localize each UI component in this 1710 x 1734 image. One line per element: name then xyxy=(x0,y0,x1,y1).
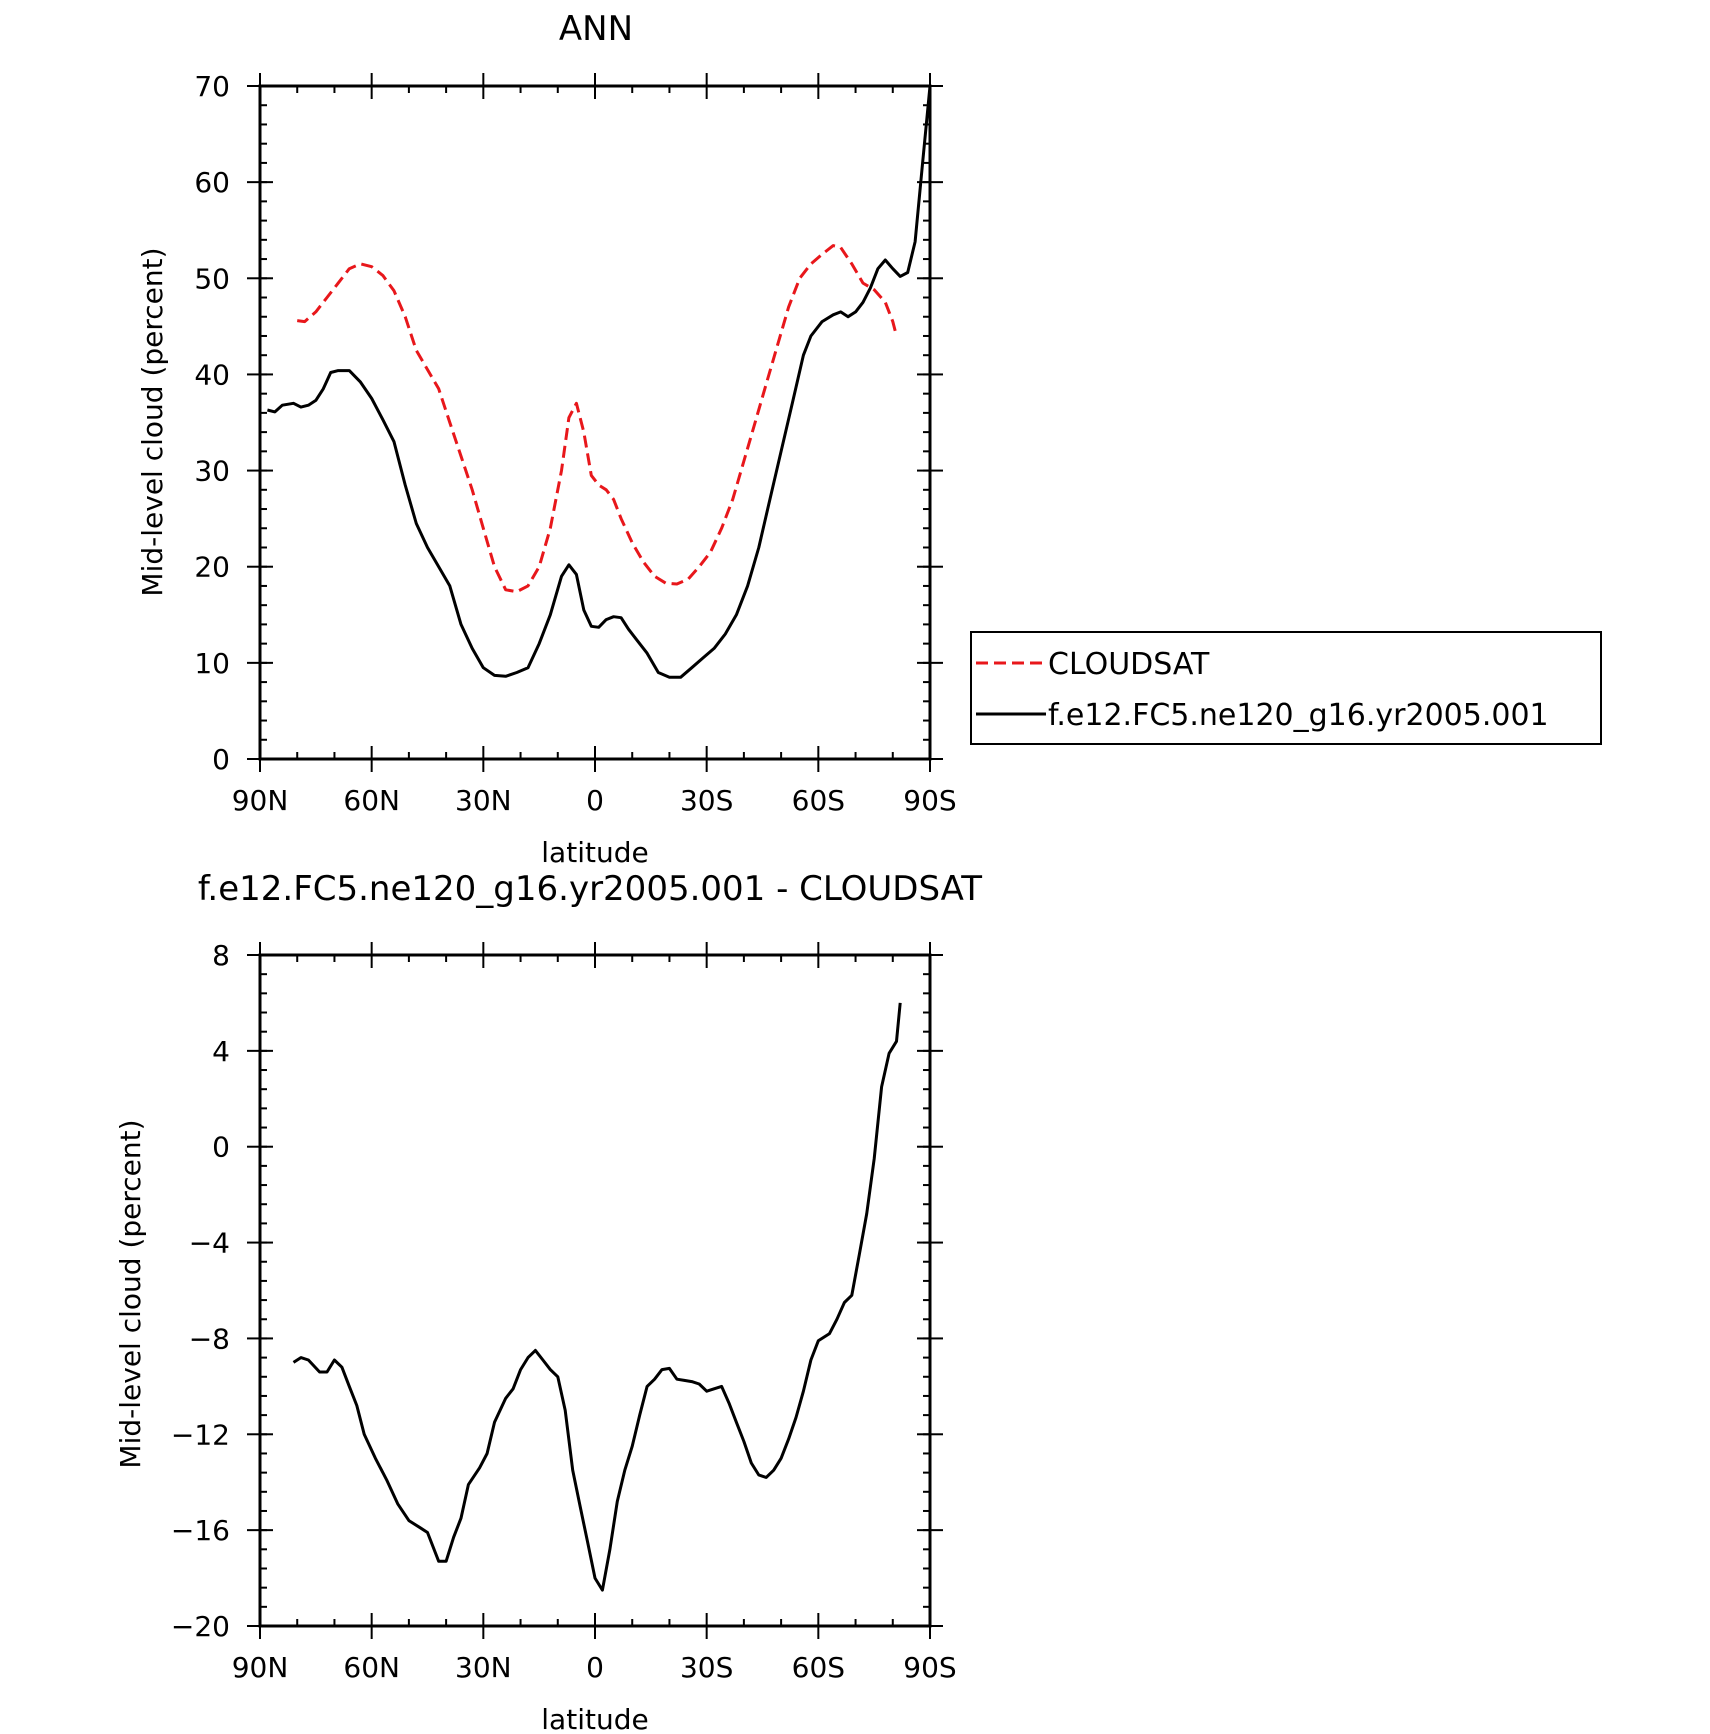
legend-label-model: f.e12.FC5.ne120_g16.yr2005.001 xyxy=(1048,698,1549,733)
y-tick-label: −16 xyxy=(171,1514,230,1547)
y-tick-label: 8 xyxy=(212,939,230,972)
y-tick-label: −20 xyxy=(171,1610,230,1643)
x-tick-label: 60N xyxy=(343,1651,400,1684)
y-tick-label: 60 xyxy=(194,166,230,199)
bottom-plot-ylabel: Mid-level cloud (percent) xyxy=(114,1119,147,1468)
y-tick-label: −8 xyxy=(189,1322,230,1355)
x-tick-label: 90S xyxy=(903,784,956,817)
legend: CLOUDSAT f.e12.FC5.ne120_g16.yr2005.001 xyxy=(970,631,1602,745)
top-plot-ticks: 90N 60N 30N 0 30S 60S 90S 0 10 20 30 40 50 60 70 xyxy=(194,70,956,817)
legend-box xyxy=(970,631,1602,745)
bottom-plot: f.e12.FC5.ne120_g16.yr2005.001 - CLOUDSA… xyxy=(114,869,982,1734)
top-plot-xlabel: latitude xyxy=(541,836,648,869)
series-line-difference xyxy=(292,1002,902,1592)
bottom-plot-series xyxy=(292,1002,902,1592)
bottom-plot-title: f.e12.FC5.ne120_g16.yr2005.001 - CLOUDSA… xyxy=(198,869,982,909)
x-tick-label: 60N xyxy=(343,784,400,817)
top-plot-ylabel: Mid-level cloud (percent) xyxy=(136,247,169,596)
x-tick-label: 30S xyxy=(680,784,733,817)
top-plot: ANN 90N 60N 30N 0 30S 60S 90S 0 10 20 30 40 50 60 70 l… xyxy=(136,9,957,869)
x-tick-label: 90S xyxy=(903,1651,956,1684)
y-tick-label: −4 xyxy=(189,1227,230,1260)
y-tick-label: 10 xyxy=(194,647,230,680)
top-plot-frame xyxy=(258,84,932,761)
x-tick-label: 60S xyxy=(792,784,845,817)
y-tick-label: −12 xyxy=(171,1418,230,1451)
y-tick-label: 70 xyxy=(194,70,230,103)
x-tick-label: 0 xyxy=(586,784,604,817)
y-tick-label: 0 xyxy=(212,743,230,776)
y-tick-label: 4 xyxy=(212,1035,230,1068)
series-line-cloudsat xyxy=(297,244,898,594)
x-tick-label: 0 xyxy=(586,1651,604,1684)
series-line-f-e12-fc5-ne120-g16-yr2005-001 xyxy=(267,85,932,679)
top-plot-title: ANN xyxy=(559,9,633,49)
bottom-plot-frame xyxy=(258,953,932,1628)
y-tick-label: 0 xyxy=(212,1131,230,1164)
x-tick-label: 60S xyxy=(792,1651,845,1684)
legend-label-cloudsat: CLOUDSAT xyxy=(1048,647,1210,682)
y-tick-label: 20 xyxy=(194,551,230,584)
x-tick-label: 30S xyxy=(680,1651,733,1684)
x-tick-label: 30N xyxy=(455,1651,512,1684)
x-tick-label: 90N xyxy=(232,1651,289,1684)
x-tick-label: 30N xyxy=(455,784,512,817)
bottom-plot-xlabel: latitude xyxy=(541,1703,648,1734)
y-tick-label: 50 xyxy=(194,262,230,295)
bottom-plot-ticks: 90N 60N 30N 0 30S 60S 90S −20 −16 −12 −8 −4 0 4 8 xyxy=(171,939,957,1684)
top-plot-series xyxy=(267,85,932,679)
x-tick-label: 90N xyxy=(232,784,289,817)
y-tick-label: 30 xyxy=(194,455,230,488)
y-tick-label: 40 xyxy=(194,358,230,391)
